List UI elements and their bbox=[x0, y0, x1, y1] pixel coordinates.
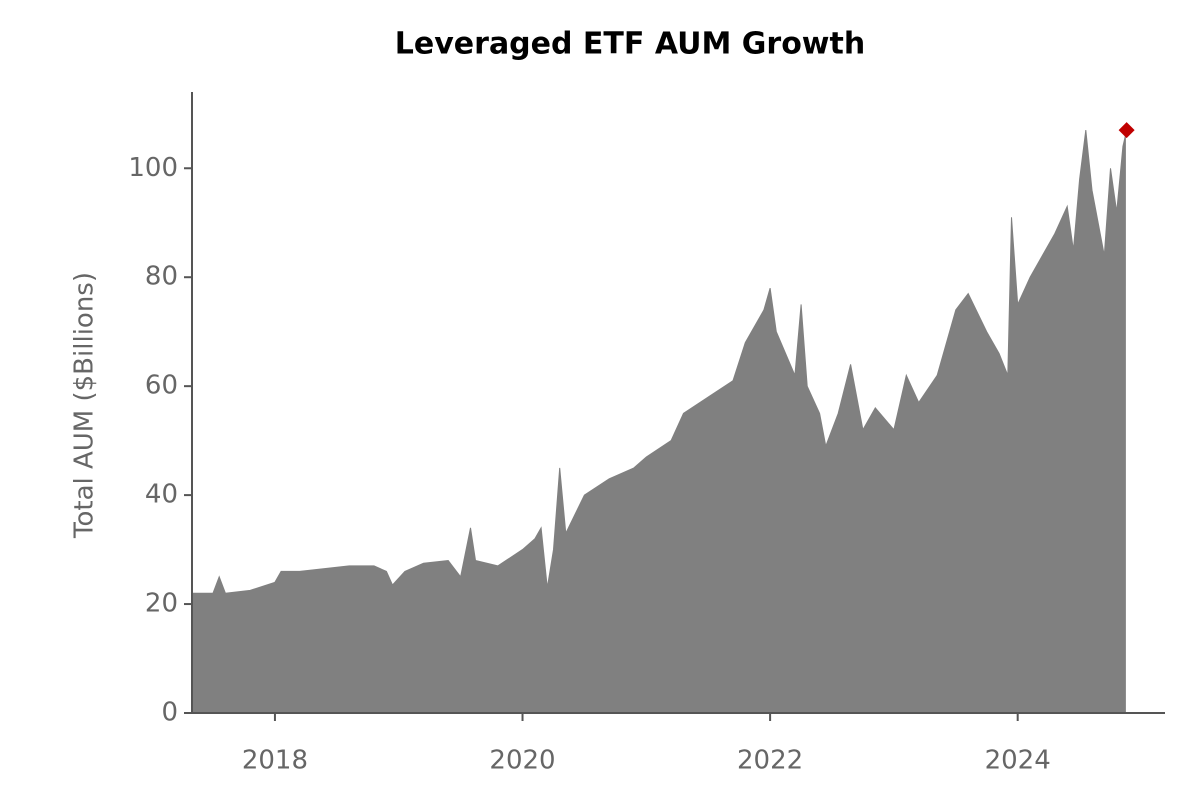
y-tick-label: 60 bbox=[145, 371, 178, 401]
y-tick-label: 20 bbox=[145, 589, 178, 619]
y-tick-label: 100 bbox=[128, 153, 178, 183]
x-tick-label: 2018 bbox=[242, 746, 308, 776]
y-tick-label: 80 bbox=[145, 262, 178, 292]
chart-title: Leveraged ETF AUM Growth bbox=[395, 27, 865, 62]
y-tick-label: 0 bbox=[161, 698, 178, 728]
x-tick-label: 2022 bbox=[737, 746, 803, 776]
x-tick-label: 2024 bbox=[985, 746, 1051, 776]
x-tick-label: 2020 bbox=[489, 746, 555, 776]
y-axis-label: Total AUM ($Billions) bbox=[70, 272, 100, 539]
area bbox=[191, 130, 1126, 714]
y-tick-label: 40 bbox=[145, 480, 178, 510]
highlight-marker bbox=[1118, 122, 1135, 139]
